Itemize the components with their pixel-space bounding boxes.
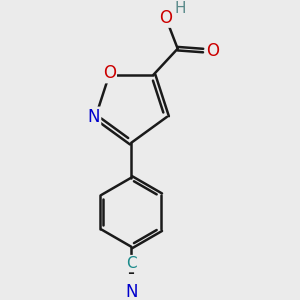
Text: H: H [175, 1, 186, 16]
Text: C: C [126, 256, 136, 271]
Text: N: N [87, 108, 100, 126]
Text: O: O [103, 64, 116, 82]
Text: O: O [159, 8, 172, 26]
Text: N: N [125, 283, 137, 300]
Text: O: O [206, 41, 219, 59]
